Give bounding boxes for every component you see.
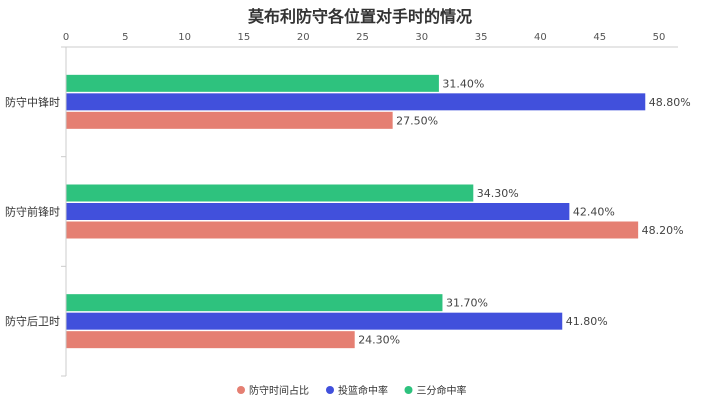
category-label: 防守中锋时 [5, 95, 60, 109]
x-tick-label: 5 [122, 32, 128, 43]
data-label: 42.40% [573, 206, 615, 219]
category-label: 防守前锋时 [5, 205, 60, 219]
category-label: 防守后卫时 [5, 314, 60, 328]
x-tick-label: 40 [534, 32, 547, 43]
bar[interactable] [66, 93, 646, 111]
legend-marker [404, 386, 413, 394]
x-tick-label: 35 [475, 32, 488, 43]
legend-marker [237, 386, 245, 394]
data-label: 41.80% [566, 315, 608, 328]
data-label: 48.80% [649, 96, 691, 109]
data-label: 31.70% [446, 297, 488, 310]
data-label: 34.30% [477, 187, 519, 200]
data-label: 31.40% [442, 77, 484, 90]
axes: 0 5 10 15 20 25 30 35 40 45 50 [61, 32, 678, 377]
bar[interactable] [66, 203, 570, 220]
x-tick-label: 45 [593, 32, 606, 43]
bar[interactable] [66, 312, 563, 330]
x-tick-label: 0 [63, 32, 69, 43]
bar[interactable] [66, 184, 474, 202]
legend-label: 投篮命中率 [338, 384, 388, 397]
chart-title: 莫布利防守各位置对手时的情况 [247, 7, 472, 26]
bar[interactable] [66, 294, 443, 312]
bar[interactable] [66, 111, 393, 129]
data-labels: 31.40% 48.80% 27.50% 34.30% 42.40% 48.20% 31.7… [358, 77, 691, 346]
data-label: 48.20% [642, 224, 684, 237]
bar[interactable] [66, 331, 355, 349]
bars [66, 74, 646, 349]
legend-label: 三分命中率 [417, 384, 467, 397]
legend-marker [326, 386, 334, 394]
data-label: 27.50% [396, 114, 438, 127]
bar[interactable] [66, 221, 639, 239]
x-tick-label: 30 [415, 32, 428, 43]
legend-item[interactable]: 投篮命中率 [326, 384, 388, 397]
legend-label: 防守时间占比 [249, 384, 309, 397]
x-tick-label: 50 [653, 32, 666, 43]
legend[interactable]: 防守时间占比 投篮命中率 三分命中率 [237, 384, 467, 397]
x-tick-label: 20 [297, 32, 310, 43]
data-label: 24.30% [358, 334, 400, 347]
legend-item[interactable]: 防守时间占比 [237, 384, 309, 397]
x-tick-label: 10 [178, 32, 191, 43]
bar[interactable] [66, 74, 439, 92]
legend-item[interactable]: 三分命中率 [404, 384, 467, 397]
x-tick-label: 25 [356, 32, 369, 43]
x-tick-label: 15 [238, 32, 251, 43]
